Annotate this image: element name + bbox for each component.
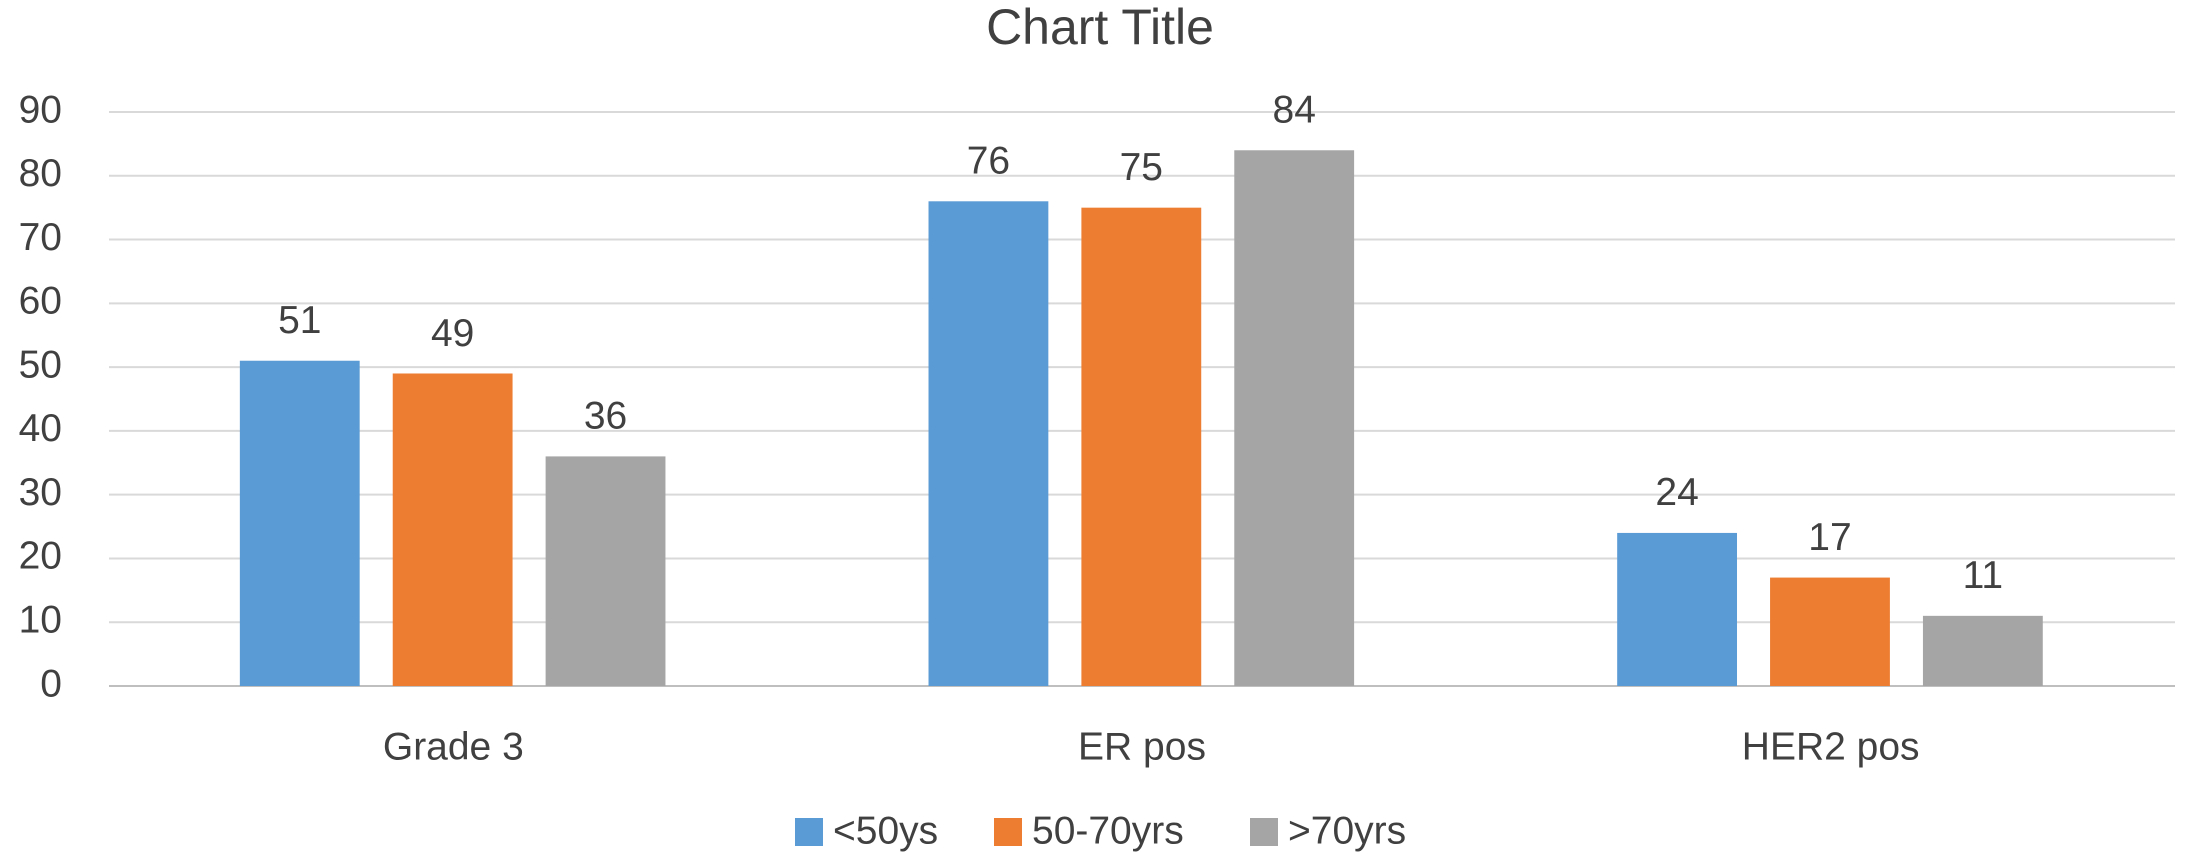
legend-label: 50-70yrs <box>1032 809 1184 852</box>
data-label: 36 <box>584 395 627 438</box>
x-tick-label: Grade 3 <box>383 725 524 768</box>
bar <box>1770 577 1890 686</box>
y-tick-label: 60 <box>19 280 62 323</box>
data-label: 11 <box>1963 554 2004 597</box>
legend-label: >70yrs <box>1288 809 1406 852</box>
data-label: 49 <box>431 312 474 355</box>
y-tick-label: 40 <box>19 407 62 450</box>
y-tick-label: 0 <box>40 662 62 705</box>
data-label: 75 <box>1120 146 1163 189</box>
y-tick-label: 10 <box>19 599 62 642</box>
data-label: 76 <box>967 140 1010 183</box>
y-tick-label: 70 <box>19 216 62 259</box>
bar <box>239 360 360 686</box>
bar <box>1617 532 1738 686</box>
y-tick-label: 90 <box>19 88 62 131</box>
y-tick-label: 30 <box>19 471 62 514</box>
chart-title: Chart Title <box>986 0 1214 55</box>
y-tick-label: 80 <box>19 152 62 195</box>
bar <box>1081 207 1202 686</box>
y-tick-label: 20 <box>19 535 62 578</box>
data-label: 51 <box>278 299 321 342</box>
bar <box>1234 150 1355 686</box>
y-tick-label: 50 <box>19 343 62 386</box>
bar <box>928 201 1049 687</box>
legend-swatch <box>994 818 1022 846</box>
data-label: 17 <box>1808 516 1851 559</box>
legend-label: <50ys <box>833 809 938 852</box>
bar <box>392 373 513 686</box>
x-tick-label: ER pos <box>1078 725 1206 768</box>
data-label: 84 <box>1273 89 1316 132</box>
bar <box>1922 615 2043 686</box>
data-label: 24 <box>1655 471 1698 514</box>
x-tick-label: HER2 pos <box>1742 725 1920 768</box>
legend-swatch <box>1250 818 1278 846</box>
bar <box>545 456 666 686</box>
legend-swatch <box>795 818 823 846</box>
